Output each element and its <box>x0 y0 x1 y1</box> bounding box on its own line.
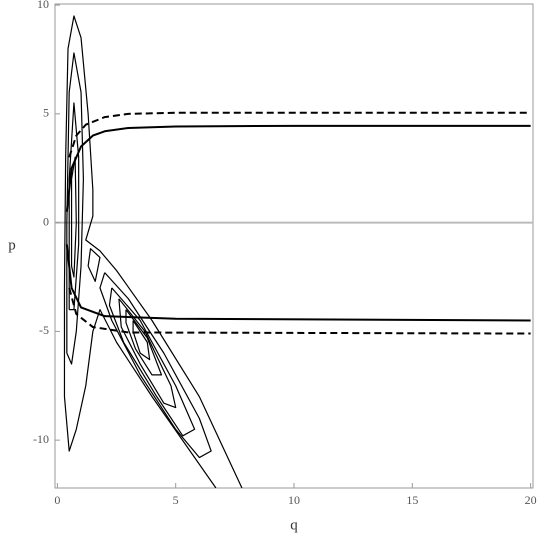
dashed-curve <box>68 287 531 335</box>
x-tick-label: 20 <box>525 493 537 507</box>
x-tick-label: 10 <box>288 493 300 507</box>
dashed-curve <box>68 111 531 158</box>
y-tick-label: 0 <box>43 214 49 228</box>
x-axis-title: q <box>290 517 298 533</box>
y-tick-label: 10 <box>37 0 49 11</box>
contour-curve <box>66 52 84 365</box>
contour-curve <box>70 156 77 278</box>
y-tick-label: 5 <box>43 106 49 120</box>
contour-curve <box>87 248 101 282</box>
x-tick-label: 5 <box>173 493 179 507</box>
solid-curve <box>65 244 531 322</box>
y-axis-title: p <box>8 237 16 253</box>
contour-curve <box>108 287 196 437</box>
contour-curve <box>99 272 212 459</box>
contour-curve <box>63 15 243 488</box>
x-tick-label: 0 <box>54 493 60 507</box>
contour-curve <box>132 320 151 361</box>
plot-area <box>55 15 533 488</box>
solid-curve <box>65 124 531 212</box>
contour-curve <box>68 102 80 311</box>
x-tick-label: 15 <box>406 493 418 507</box>
y-tick-label: -10 <box>33 432 49 446</box>
contour-curve <box>118 298 177 409</box>
y-tick-label: -5 <box>39 323 49 337</box>
plot-frame <box>54 3 534 489</box>
contour-curve <box>125 309 163 376</box>
